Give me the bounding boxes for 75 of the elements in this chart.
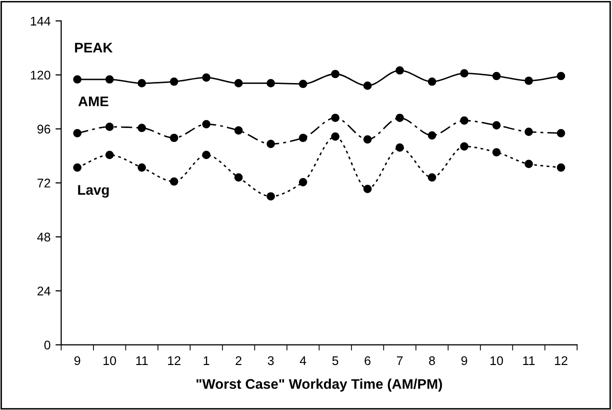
point <box>428 131 436 140</box>
x-tick-label: 12 <box>554 356 568 365</box>
point <box>73 128 82 138</box>
point <box>492 148 501 156</box>
y-tick-label: 72 <box>38 178 50 188</box>
point <box>202 73 210 82</box>
point <box>524 128 533 136</box>
point <box>556 128 566 138</box>
point <box>396 143 404 152</box>
point <box>202 120 210 128</box>
x-tick-label: 11 <box>136 356 148 365</box>
x-tick-label: 10 <box>104 356 116 366</box>
x-tick-label: 8 <box>429 356 435 366</box>
point <box>556 72 566 80</box>
y-tick-label: 144 <box>30 16 50 26</box>
point <box>460 142 468 151</box>
point <box>331 70 340 78</box>
x-tick-label: 11 <box>523 356 535 365</box>
y-tick-label: 120 <box>30 70 50 80</box>
point <box>266 192 275 201</box>
point <box>492 72 501 80</box>
x-tick-label: 6 <box>364 356 370 366</box>
y-tick-label: 48 <box>37 232 50 242</box>
point <box>234 79 243 88</box>
point <box>138 163 146 172</box>
y-tick-label: 0 <box>44 340 50 350</box>
series-label: Lavg <box>78 185 109 198</box>
y-tick-label: 24 <box>38 286 50 296</box>
point <box>524 76 533 85</box>
point <box>138 79 146 88</box>
point <box>428 77 436 86</box>
x-tick-label: 12 <box>168 356 180 365</box>
x-tick-label: 7 <box>396 356 403 365</box>
point <box>460 116 468 125</box>
point <box>396 66 404 75</box>
point <box>170 134 178 142</box>
x-tick-label: 1 <box>204 356 210 365</box>
point <box>105 150 114 160</box>
x-tick-label: 9 <box>74 356 80 366</box>
x-tick-label: 3 <box>268 356 274 366</box>
x-tick-label: 4 <box>300 356 306 365</box>
x-tick-label: 2 <box>236 356 242 365</box>
point <box>396 114 404 122</box>
x-tick-label: 10 <box>490 356 503 366</box>
point <box>492 121 501 130</box>
point <box>363 184 372 194</box>
point <box>556 163 566 172</box>
point <box>298 178 308 186</box>
point <box>170 177 178 186</box>
point <box>105 122 114 132</box>
point <box>524 160 533 168</box>
point <box>73 75 82 84</box>
point <box>138 124 146 132</box>
series-label: AME <box>78 96 108 106</box>
point <box>266 79 275 88</box>
point <box>170 77 178 86</box>
point <box>73 163 82 172</box>
point <box>331 132 340 141</box>
point <box>234 126 243 135</box>
point <box>298 134 308 142</box>
point <box>298 80 308 88</box>
x-tick-label: 5 <box>332 356 338 366</box>
point <box>331 114 340 122</box>
point <box>105 75 114 84</box>
point <box>460 69 468 78</box>
point <box>363 82 372 90</box>
y-tick-label: 96 <box>37 124 50 134</box>
point <box>202 150 210 160</box>
series-label: PEAK <box>75 42 113 52</box>
x-axis-title: "Worst Case" Workday Time (AM/PM) <box>196 378 442 392</box>
point <box>266 140 275 148</box>
point <box>428 173 436 182</box>
point <box>234 173 243 182</box>
x-tick-label: 9 <box>461 356 468 366</box>
point <box>363 135 372 144</box>
